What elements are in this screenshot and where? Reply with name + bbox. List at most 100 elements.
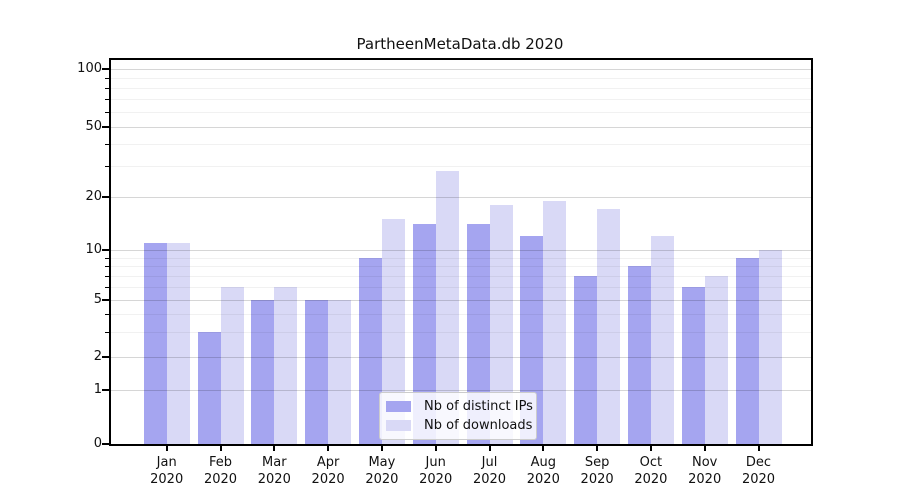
bar-distinct-ips-apr (305, 300, 329, 444)
bar-downloads-aug (543, 200, 567, 444)
x-tick-label: Dec 2020 (741, 455, 776, 487)
y-minor-tick-mark (105, 286, 109, 288)
y-minor-tick-mark (105, 165, 109, 167)
bar-distinct-ips-mar (251, 300, 275, 444)
bar-downloads-feb (220, 286, 244, 444)
x-tick-mark (757, 446, 760, 451)
legend-label-distinct-ips: Nb of distinct IPs (424, 399, 533, 414)
x-tick-mark (380, 446, 383, 451)
y-tick-mark (102, 249, 109, 251)
legend-swatch-downloads (386, 420, 411, 431)
x-tick-label: Aug 2020 (526, 455, 560, 487)
bar-downloads-jun (435, 171, 459, 444)
y-tick-label: 1 (93, 382, 102, 397)
y-tick-mark (102, 389, 109, 391)
major-gridline (111, 197, 811, 198)
bar-downloads-may (381, 218, 405, 444)
y-tick-mark (102, 443, 109, 445)
minor-gridline (111, 143, 811, 145)
chart-title: PartheenMetaData.db 2020 (356, 35, 564, 53)
bar-downloads-sep (597, 209, 621, 444)
y-tick-label: 100 (77, 61, 102, 76)
minor-gridline (111, 165, 811, 167)
y-tick-mark (102, 355, 109, 358)
bar-downloads-dec (758, 250, 782, 444)
x-tick-label: Jul 2020 (472, 455, 507, 487)
bar-downloads-nov (704, 275, 728, 444)
bar-distinct-ips-dec (735, 257, 759, 444)
minor-gridline (111, 77, 811, 79)
legend-label-downloads: Nb of downloads (424, 418, 533, 433)
bar-distinct-ips-jul (466, 224, 490, 444)
y-minor-tick-mark (105, 87, 109, 89)
legend-item-distinct-ips: Nb of distinct IPs (386, 397, 533, 416)
y-tick-label: 10 (85, 242, 102, 257)
minor-gridline (111, 111, 811, 113)
legend: Nb of distinct IPs Nb of downloads (379, 392, 537, 440)
minor-gridline (111, 266, 811, 268)
bar-downloads-mar (274, 286, 298, 444)
bar-downloads-jan (166, 242, 190, 444)
minor-gridline (111, 98, 811, 100)
minor-gridline (111, 286, 811, 288)
minor-gridline (111, 275, 811, 277)
y-tick-label: 5 (93, 292, 102, 307)
bar-downloads-oct (650, 236, 674, 444)
y-tick-label: 2 (93, 348, 102, 364)
bar-distinct-ips-jun (412, 224, 436, 444)
y-tick-mark (102, 68, 109, 70)
y-tick-mark (102, 299, 109, 301)
minor-gridline (111, 87, 811, 89)
x-tick-mark (219, 446, 222, 451)
y-tick-label: 20 (85, 189, 102, 204)
x-tick-label: Jan 2020 (150, 455, 184, 487)
y-minor-tick-mark (105, 77, 109, 79)
x-tick-mark (649, 446, 652, 451)
legend-swatch-distinct-ips (386, 401, 411, 412)
major-gridline (111, 126, 811, 128)
y-tick-mark (102, 196, 109, 198)
x-tick-mark (542, 446, 545, 451)
x-tick-mark (165, 446, 168, 451)
major-gridline (111, 69, 811, 70)
x-tick-label: Mar 2020 (257, 455, 291, 487)
bar-distinct-ips-jan (143, 242, 167, 444)
x-tick-label: May 2020 (365, 455, 399, 487)
bar-distinct-ips-feb (197, 331, 221, 444)
y-minor-tick-mark (105, 266, 109, 268)
bar-distinct-ips-nov (681, 286, 705, 444)
y-minor-tick-mark (105, 313, 109, 315)
plot-area (109, 58, 813, 446)
minor-gridline (111, 257, 811, 259)
x-tick-mark (703, 446, 706, 451)
bar-distinct-ips-oct (627, 266, 651, 444)
minor-gridline (111, 313, 811, 315)
major-gridline (111, 356, 811, 358)
major-gridline (111, 250, 811, 251)
x-tick-label: Oct 2020 (634, 455, 668, 487)
bars-layer (111, 60, 811, 444)
y-tick-label: 0 (93, 436, 102, 451)
y-minor-tick-mark (105, 111, 109, 113)
major-gridline (111, 300, 811, 301)
x-tick-mark (327, 446, 330, 451)
y-tick-label: 50 (85, 118, 102, 134)
x-tick-label: Apr 2020 (311, 455, 345, 487)
major-gridline (111, 390, 811, 391)
legend-item-downloads: Nb of downloads (386, 416, 533, 435)
bar-downloads-jul (489, 205, 513, 444)
x-tick-mark (434, 446, 437, 451)
bar-distinct-ips-may (358, 257, 382, 444)
minor-gridline (111, 331, 811, 333)
x-tick-label: Jun 2020 (419, 455, 453, 487)
bar-downloads-apr (328, 300, 352, 444)
grid-layer (111, 60, 811, 444)
y-minor-tick-mark (105, 331, 109, 333)
y-minor-tick-mark (105, 275, 109, 277)
y-minor-tick-mark (105, 143, 109, 145)
x-tick-mark (273, 446, 276, 451)
y-minor-tick-mark (105, 98, 109, 100)
x-tick-label: Nov 2020 (688, 455, 722, 487)
x-tick-label: Feb 2020 (203, 455, 238, 487)
